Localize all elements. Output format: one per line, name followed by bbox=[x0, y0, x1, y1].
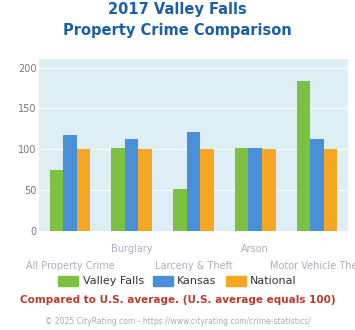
Legend: Valley Falls, Kansas, National: Valley Falls, Kansas, National bbox=[54, 271, 301, 291]
Bar bbox=[173, 188, 187, 231]
Bar bbox=[77, 149, 90, 231]
Text: Compared to U.S. average. (U.S. average equals 100): Compared to U.S. average. (U.S. average … bbox=[20, 295, 335, 305]
Text: Property Crime Comparison: Property Crime Comparison bbox=[63, 23, 292, 38]
Bar bbox=[187, 132, 200, 231]
Bar bbox=[50, 170, 63, 231]
Text: Motor Vehicle Theft: Motor Vehicle Theft bbox=[270, 261, 355, 271]
Bar bbox=[248, 148, 262, 231]
Text: © 2025 CityRating.com - https://www.cityrating.com/crime-statistics/: © 2025 CityRating.com - https://www.city… bbox=[45, 317, 310, 326]
Bar bbox=[125, 140, 138, 231]
Bar bbox=[324, 149, 337, 231]
Bar bbox=[262, 149, 275, 231]
Text: Burglary: Burglary bbox=[111, 244, 152, 254]
Text: Arson: Arson bbox=[241, 244, 269, 254]
Bar bbox=[111, 148, 125, 231]
Bar bbox=[235, 148, 248, 231]
Text: Larceny & Theft: Larceny & Theft bbox=[154, 261, 233, 271]
Text: All Property Crime: All Property Crime bbox=[26, 261, 114, 271]
Bar bbox=[200, 149, 214, 231]
Text: 2017 Valley Falls: 2017 Valley Falls bbox=[108, 2, 247, 16]
Bar bbox=[138, 149, 152, 231]
Bar bbox=[297, 81, 310, 231]
Bar bbox=[310, 139, 324, 231]
Bar bbox=[63, 135, 77, 231]
